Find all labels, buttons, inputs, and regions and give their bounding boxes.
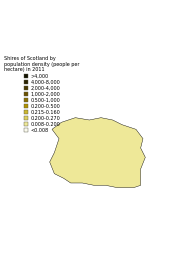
Polygon shape [50,118,145,188]
Legend: >4,000, 4,000-8,000, 2,000-4,000, 1,000-2,000, 0.500-1,000, 0.200-0.500, 0.215-0: >4,000, 4,000-8,000, 2,000-4,000, 1,000-… [3,55,81,134]
